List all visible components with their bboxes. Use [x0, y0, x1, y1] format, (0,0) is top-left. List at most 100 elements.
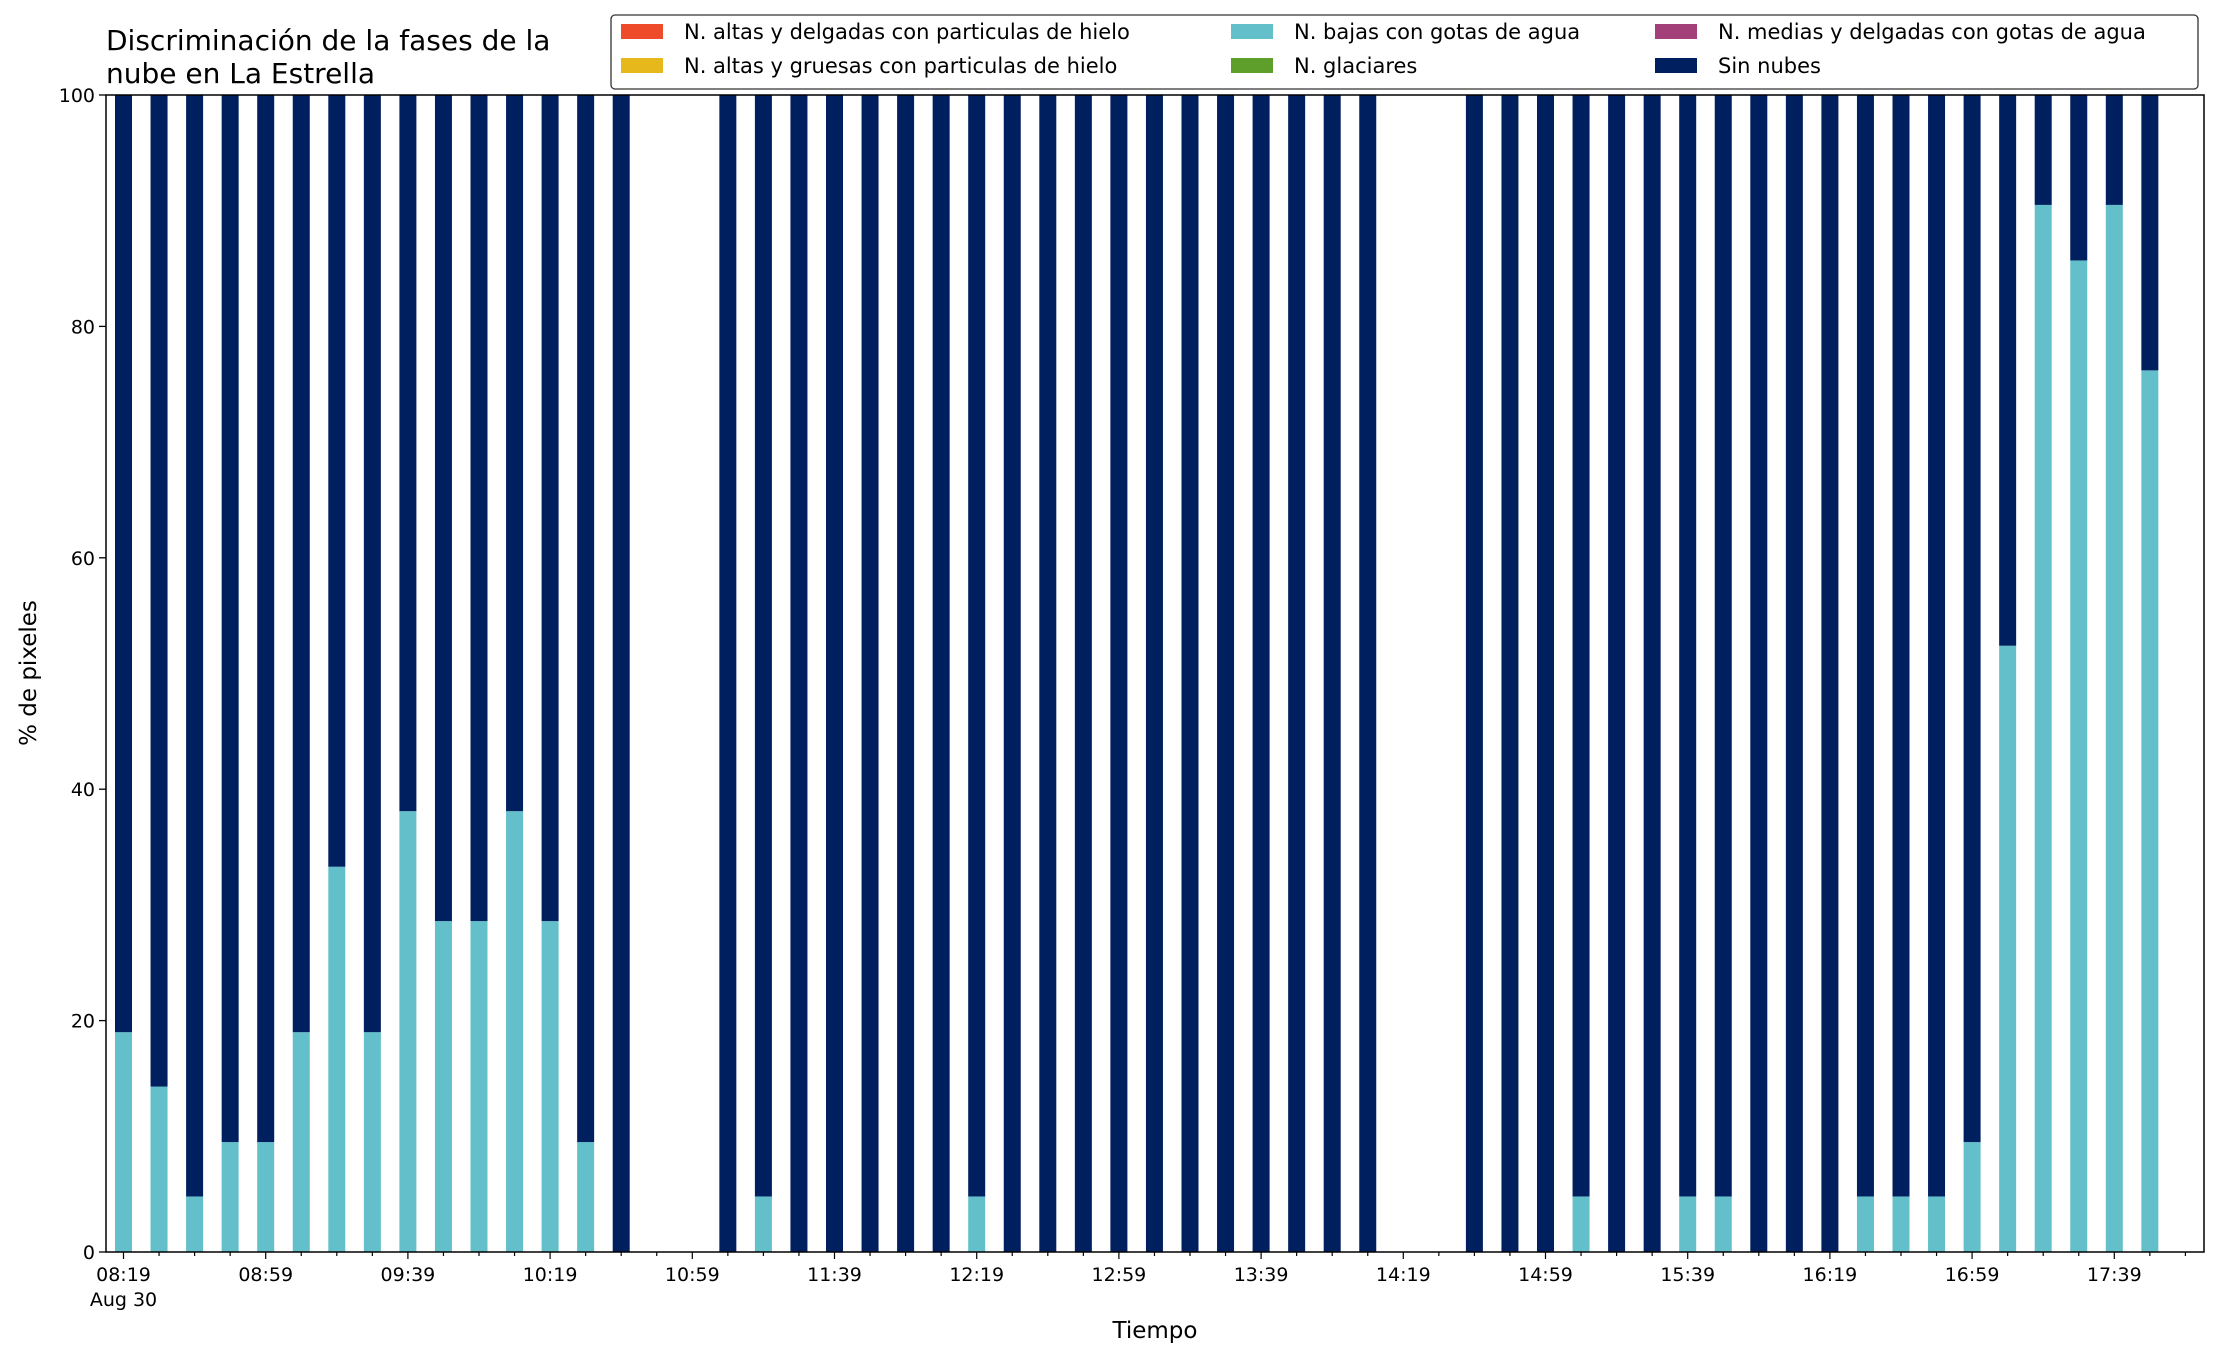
x-tick-label-10: 14:59: [1518, 1264, 1573, 1286]
y-tick-label-1: 20: [71, 1011, 95, 1033]
bar-segment-5-56: [2105, 95, 2123, 205]
bar-segment-2-7: [363, 1032, 381, 1252]
bar-segment-5-52: [1963, 95, 1981, 1143]
bar-segment-5-34: [1323, 95, 1341, 1252]
bar-segment-5-47: [1785, 95, 1803, 1252]
bar-segment-2-0: [115, 1032, 132, 1252]
bar-segment-2-52: [1963, 1142, 1981, 1252]
legend-label-0: N. altas y delgadas con particulas de hi…: [684, 20, 1130, 44]
bar-segment-2-2: [186, 1196, 204, 1252]
bar-segment-5-35: [1359, 95, 1377, 1252]
x-tick-label-3: 10:19: [523, 1264, 578, 1286]
bar-segment-5-13: [577, 95, 595, 1143]
bar-segment-5-9: [434, 95, 452, 922]
y-tick-label-3: 60: [71, 548, 95, 570]
bar-segment-5-53: [1999, 95, 2017, 646]
y-axis-label: % de pixeles: [16, 600, 42, 746]
bar-segment-5-28: [1110, 95, 1128, 1252]
x-tick-label-12: 16:19: [1803, 1264, 1858, 1286]
bar-segment-2-1: [150, 1086, 168, 1252]
bar-segment-5-12: [541, 95, 559, 922]
bar-segment-5-20: [826, 95, 843, 1252]
bar-segment-5-18: [754, 95, 772, 1197]
legend-swatch-3: [1231, 58, 1273, 73]
x-tick-sublabel: Aug 30: [90, 1289, 157, 1311]
bar-segment-2-13: [577, 1142, 595, 1252]
bar-segment-5-55: [2070, 95, 2088, 261]
bar-segment-5-48: [1821, 95, 1839, 1252]
bar-segment-5-33: [1288, 95, 1306, 1252]
x-tick-label-2: 09:39: [381, 1264, 436, 1286]
bar-segment-2-55: [2070, 260, 2088, 1252]
bar-segment-5-11: [506, 95, 524, 812]
bar-segment-5-8: [399, 95, 417, 812]
x-tick-label-1: 08:59: [238, 1264, 293, 1286]
x-tick-label-11: 15:39: [1660, 1264, 1715, 1286]
bar-segment-2-3: [221, 1142, 239, 1252]
bar-segment-2-18: [754, 1196, 772, 1252]
bar-segment-5-54: [2034, 95, 2052, 205]
bar-segment-5-41: [1572, 95, 1590, 1197]
bar-segment-2-4: [257, 1142, 275, 1252]
y-axis: 0 20 40 60 80 100: [59, 85, 106, 1264]
bar-segment-5-43: [1643, 95, 1661, 1252]
bar-segment-2-54: [2034, 204, 2052, 1252]
bar-segment-5-49: [1856, 95, 1874, 1197]
legend-swatch-1: [621, 58, 663, 73]
x-tick-label-5: 11:39: [807, 1264, 862, 1286]
bar-segment-5-2: [186, 95, 204, 1197]
bar-segment-5-46: [1750, 95, 1768, 1252]
x-tick-label-13: 16:59: [1945, 1264, 2000, 1286]
bar-segment-5-3: [221, 95, 239, 1143]
legend-label-4: N. medias y delgadas con gotas de agua: [1718, 20, 2146, 44]
x-axis-label: Tiempo: [1112, 1318, 1198, 1344]
x-tick-label-14: 17:39: [2087, 1264, 2142, 1286]
bar-segment-2-50: [1892, 1196, 1910, 1252]
bar-segment-5-21: [861, 95, 879, 1252]
x-tick-label-0: 08:19: [96, 1264, 151, 1286]
bar-segment-5-30: [1181, 95, 1199, 1252]
y-tick-label-4: 80: [71, 316, 95, 338]
bar-segment-5-5: [292, 95, 310, 1033]
bar-segment-2-12: [541, 921, 559, 1252]
legend-swatch-0: [621, 24, 663, 39]
x-tick-label-8: 13:39: [1234, 1264, 1289, 1286]
legend-label-1: N. altas y gruesas con particulas de hie…: [684, 54, 1117, 78]
bar-segment-5-27: [1074, 95, 1092, 1252]
bar-segment-5-40: [1537, 95, 1554, 1252]
legend-box: [610, 14, 2199, 90]
legend-swatch-2: [1231, 24, 1273, 39]
bar-segment-5-31: [1217, 95, 1235, 1252]
bar-segment-2-44: [1679, 1196, 1697, 1252]
x-tick-label-4: 10:59: [665, 1264, 720, 1286]
bar-segment-2-11: [506, 811, 524, 1252]
bar-segment-5-22: [897, 95, 915, 1252]
legend-label-3: N. glaciares: [1294, 54, 1417, 78]
bar-segment-2-51: [1928, 1196, 1946, 1252]
bar-segment-5-19: [790, 95, 808, 1252]
x-tick-label-7: 12:59: [1092, 1264, 1147, 1286]
bar-segment-5-17: [719, 95, 737, 1252]
bar-segment-5-0: [115, 95, 132, 1033]
y-tick-label-2: 40: [71, 779, 95, 801]
bar-segment-5-50: [1892, 95, 1910, 1197]
y-tick-label-0: 0: [83, 1242, 95, 1264]
bar-segment-5-44: [1679, 95, 1697, 1197]
legend-label-2: N. bajas con gotas de agua: [1294, 20, 1580, 44]
bar-segment-5-7: [363, 95, 381, 1033]
legend-swatch-5: [1655, 58, 1697, 73]
bar-segment-2-53: [1999, 645, 2017, 1252]
bar-segment-5-32: [1252, 95, 1270, 1252]
bar-segment-2-24: [968, 1196, 986, 1252]
bar-segment-2-8: [399, 811, 417, 1252]
chart-title-line-1: Discriminación de la fases de la: [106, 24, 550, 57]
y-tick-label-5: 100: [59, 85, 95, 107]
bar-segment-2-9: [434, 921, 452, 1252]
bar-segment-5-57: [2141, 95, 2159, 371]
bar-segment-2-10: [470, 921, 488, 1252]
bar-segment-5-4: [257, 95, 275, 1143]
x-tick-label-9: 14:19: [1376, 1264, 1431, 1286]
bar-segment-5-45: [1714, 95, 1732, 1197]
legend: N. altas y delgadas con particulas de hi…: [610, 14, 2199, 90]
